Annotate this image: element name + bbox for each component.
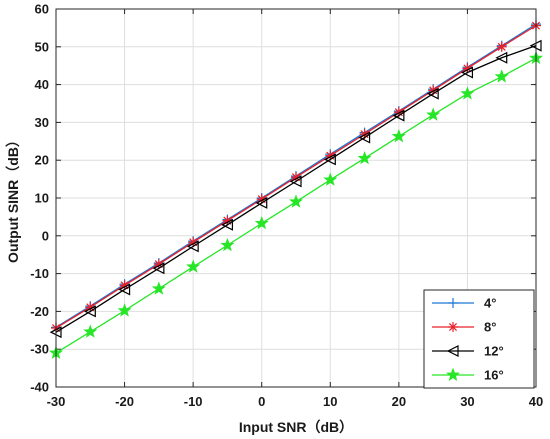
x-tick-label: 30 [460,394,474,409]
data-point-star [391,129,406,143]
legend-item: 8° [432,320,496,335]
data-point-asterisk [448,322,458,332]
data-point-star [83,324,98,338]
x-tick-label: -20 [115,394,134,409]
data-point-triangle [495,51,508,64]
data-point-star [186,259,201,273]
y-tick-label: 20 [35,153,49,168]
y-tick-label: 0 [42,228,49,243]
y-tick-label: -40 [30,380,49,395]
y-tick-label: 60 [35,2,49,17]
x-tick-label: 0 [258,394,265,409]
data-point-star [446,367,460,381]
data-point-asterisk [496,41,507,52]
data-point-star [426,107,441,121]
axes: -30 -20 -10 0 10 20 30 40-40-30-20-100102030405… [30,2,543,410]
legend: 4° 8° 12° 16° [423,289,535,389]
legend-label: 8° [484,320,496,335]
data-point-triangle [289,175,302,188]
x-tick-label: 10 [323,394,337,409]
legend-item: 16° [432,368,504,383]
data-point-triangle [446,345,459,357]
legend-label: 12° [484,344,504,359]
plot-frame [55,8,537,388]
data-point-star [220,237,235,252]
x-tick-label: 40 [529,394,543,409]
data-point-triangle [152,262,165,275]
x-tick-label: -30 [47,394,66,409]
data-point-triangle [358,131,371,144]
y-tick-label: -30 [30,342,49,357]
legend-item: 12° [432,344,504,359]
data-point-star [460,86,475,100]
y-tick-label: 30 [35,115,49,130]
legend-label: 16° [484,368,504,383]
data-point-triangle [426,87,439,100]
y-tick-label: 40 [35,77,49,92]
x-axis-title: Input SNR（dB） [239,419,353,435]
data-point-star [289,194,303,208]
data-point-triangle [392,109,405,122]
data-point-star [494,69,509,83]
data-point-star [254,215,269,230]
series-line [55,45,537,333]
y-tick-label: 10 [35,191,49,206]
x-tick-label: -10 [184,394,203,409]
data-point-star [117,303,132,317]
data-point-plus [448,298,458,308]
data-point-triangle [461,66,474,79]
y-tick-label: -20 [30,304,49,319]
legend-item: 4° [432,296,496,311]
data-point-star [323,172,338,186]
data-point-triangle [221,218,234,231]
data-point-triangle [323,153,336,166]
legend-label: 4° [484,296,496,311]
data-point-triangle [118,283,131,296]
x-tick-label: 20 [392,394,406,409]
data-point-triangle [186,240,199,253]
y-axis-title: Output SINR（dB） [5,133,21,263]
data-point-triangle [83,305,96,318]
data-point-star [357,150,372,165]
y-tick-label: -10 [30,266,49,281]
y-tick-label: 50 [35,39,49,54]
data-point-triangle [255,196,268,209]
legend-box [423,289,535,389]
data-point-star [151,281,166,295]
